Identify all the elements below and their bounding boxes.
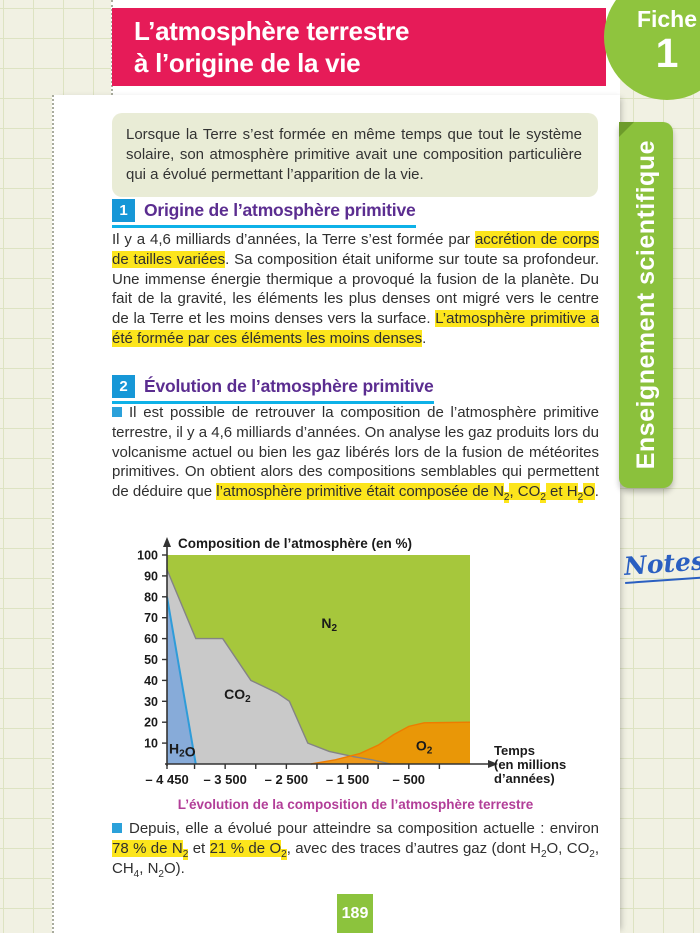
svg-text:– 500: – 500 [393,772,426,787]
chart-axes [163,537,498,768]
section-2-heading: 2 Évolution de l’atmosphère primitive [112,375,434,404]
bullet-square-icon [112,823,122,833]
section-1-title: Origine de l’atmosphère primitive [144,200,416,220]
chart-svg: 10 20 30 40 50 60 70 80 90 100 – 4 450 – 3 500 – 2 5… [137,536,566,787]
chapter-title-line1: L’atmosphère terrestre [134,16,410,46]
svg-text:30: 30 [144,695,158,709]
svg-text:– 3 500: – 3 500 [203,772,246,787]
paragraph-evolution-text: Il est possible de retrouver la composit… [112,404,599,504]
svg-text:50: 50 [144,653,158,667]
chart-caption: L’évolution de la composition de l’atmos… [177,797,534,812]
area-CO2 [167,569,391,764]
section-1-number-badge: 1 [112,199,135,222]
svg-text:90: 90 [144,569,158,583]
svg-text:Temps: Temps [494,743,535,758]
svg-text:60: 60 [144,632,158,646]
label-H2O: H2O [169,741,196,760]
paragraph-current-text: Depuis, elle a évolué pour atteindre sa … [112,820,599,880]
svg-text:– 2 500: – 2 500 [265,772,308,787]
section-2-number-badge: 2 [112,375,135,398]
section-1-heading: 1 Origine de l’atmosphère primitive [112,199,416,228]
svg-text:100: 100 [137,549,158,563]
svg-text:(en millions: (en millions [494,757,566,772]
chart-areas [167,555,470,764]
chart-ticks: 10 20 30 40 50 60 70 80 90 100 – 4 450 – 3 500 – 2 5… [137,549,441,787]
border-H2O [166,596,197,765]
fiche-badge: Fiche 1 [604,0,700,100]
label-N2: N2 [321,615,337,634]
area-O2 [310,722,470,764]
svg-text:20: 20 [144,716,158,730]
svg-text:Composition de l’atmosphère (e: Composition de l’atmosphère (en %) [178,536,412,551]
svg-text:70: 70 [144,611,158,625]
atmosphere-composition-chart: 10 20 30 40 50 60 70 80 90 100 – 4 450 – 3 500 – 2 5… [110,531,630,793]
chapter-title-line2: à l’origine de la vie [134,48,361,78]
subject-tab-label: Enseignement scientifique [631,140,660,470]
intro-box: Lorsque la Terre s’est formée en même te… [112,113,598,197]
chapter-banner: L’atmosphère terrestre à l’origine de la… [112,8,606,86]
svg-text:10: 10 [144,737,158,751]
tab-fold-decoration [619,122,634,137]
subject-tab: Enseignement scientifique [619,122,673,488]
label-O2: O2 [416,737,433,756]
paragraph-evolution: Il est possible de retrouver la composit… [112,403,599,504]
chart-area-borders [166,569,471,765]
chart-labels: Composition de l’atmosphère (en %) Temps(… [169,536,566,786]
svg-text:– 4 450: – 4 450 [145,772,188,787]
section-2-title: Évolution de l’atmosphère primitive [144,376,434,396]
fiche-number: 1 [655,30,679,76]
border-CO2 [166,569,391,765]
paragraph-current-composition: Depuis, elle a évolué pour atteindre sa … [112,819,599,880]
page-number: 189 [337,894,373,933]
bullet-square-icon [112,407,122,417]
fiche-label: Fiche [636,6,698,32]
notes-label: Notes [622,546,700,584]
svg-text:– 1 500: – 1 500 [326,772,369,787]
border-O2 [310,721,471,765]
svg-text:80: 80 [144,590,158,604]
svg-text:d’années): d’années) [494,771,555,786]
svg-text:40: 40 [144,674,158,688]
paragraph-origin: Il y a 4,6 milliards d’années, la Terre … [112,231,600,347]
label-CO2: CO2 [224,686,251,705]
